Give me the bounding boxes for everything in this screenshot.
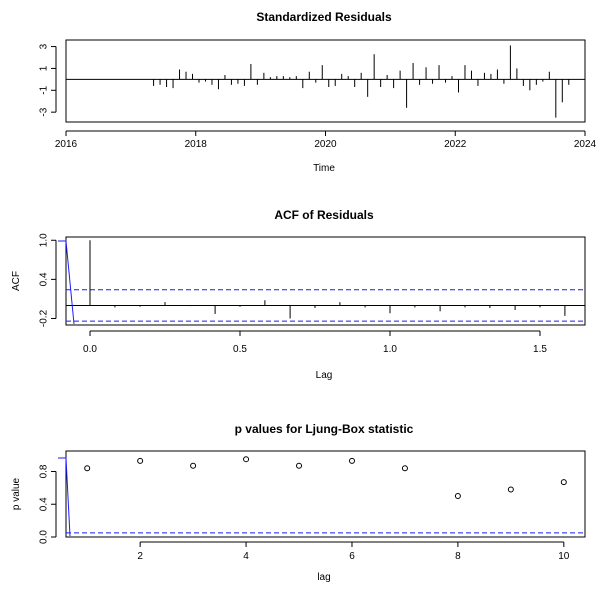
x-tick-label-residuals: 2020 <box>314 139 337 150</box>
y-axis-label-acf: ACF <box>11 271 22 291</box>
y-tick-label-acf: 0.4 <box>39 272 50 286</box>
p-value-point <box>454 493 461 500</box>
plot-frame-residuals <box>65 39 586 123</box>
x-tick-label-ljung-box: 10 <box>558 551 570 562</box>
x-axis-label-acf: Lag <box>316 370 333 381</box>
y-tick-label-ljung-box: 0.4 <box>39 497 50 511</box>
y-tick-label-ljung-box: 0.0 <box>39 530 50 544</box>
plot-frame-ljung-box <box>65 450 586 538</box>
p-value-point <box>296 462 303 469</box>
panel-ljung-box: p values for Ljung-Box statistic 2 4 6 8 10 … <box>11 422 586 583</box>
x-tick-label-ljung-box: 8 <box>455 551 461 562</box>
plot-frame-acf <box>65 236 586 326</box>
x-tick-label-residuals: 2022 <box>444 139 467 150</box>
x-tick-label-residuals: 2018 <box>185 139 208 150</box>
p-value-point <box>190 462 197 469</box>
x-tick-label-acf: 1.5 <box>533 344 547 355</box>
y-tick-label-residuals: -1 <box>39 85 50 94</box>
x-axis-label-ljung-box: lag <box>317 572 330 583</box>
p-value-point <box>137 457 144 464</box>
y-tick-label-residuals: 3 <box>39 43 50 49</box>
x-tick-label-ljung-box: 4 <box>243 551 249 562</box>
x-tick-label-acf: 1.0 <box>383 344 397 355</box>
p-value-point <box>348 457 355 464</box>
p-value-point <box>560 479 567 486</box>
y-axis-label-ljung-box: p value <box>11 477 22 510</box>
left-edge-marks <box>58 240 75 537</box>
chart-title-residuals: Standardized Residuals <box>256 10 392 24</box>
p-value-point <box>243 456 250 463</box>
p-value-point <box>401 465 408 472</box>
x-tick-label-residuals: 2024 <box>574 139 597 150</box>
y-tick-label-residuals: 1 <box>39 65 50 71</box>
x-tick-label-acf: 0.5 <box>233 344 247 355</box>
x-tick-label-residuals: 2016 <box>55 139 78 150</box>
y-tick-label-acf: -0.2 <box>39 309 50 327</box>
chart-title-acf: ACF of Residuals <box>274 208 374 222</box>
p-value-point <box>507 486 514 493</box>
x-tick-label-acf: 0.0 <box>83 344 97 355</box>
x-tick-label-ljung-box: 2 <box>137 551 143 562</box>
x-tick-label-ljung-box: 6 <box>349 551 355 562</box>
p-value-point <box>84 465 91 472</box>
y-tick-label-ljung-box: 0.8 <box>39 464 50 478</box>
y-tick-label-residuals: -3 <box>39 107 50 116</box>
y-tick-label-acf: 1.0 <box>39 233 50 247</box>
panel-acf: ACF of Residuals 0.0 0.5 1.0 1.5 -0.2 0.4 1.0… <box>11 208 586 381</box>
chart-title-ljung-box: p values for Ljung-Box statistic <box>235 422 414 436</box>
panel-standardized-residuals: Standardized Residuals 2016 2018 2020 2022 2… <box>39 10 597 174</box>
x-axis-label-residuals: Time <box>313 163 335 174</box>
